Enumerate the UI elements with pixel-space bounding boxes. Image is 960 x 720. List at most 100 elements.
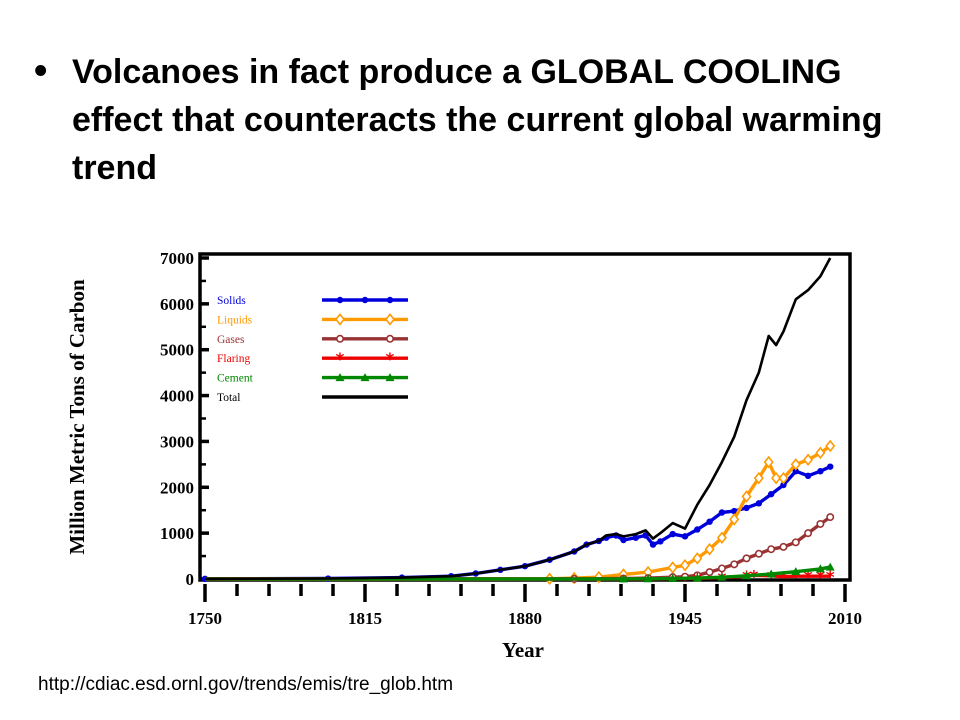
legend-marker xyxy=(334,313,346,326)
data-point: * xyxy=(791,568,800,588)
data-point xyxy=(706,518,713,525)
series-line xyxy=(205,565,831,581)
data-point xyxy=(742,554,751,563)
y-tick-label: 2000 xyxy=(160,478,194,497)
x-tick-label: 1815 xyxy=(348,609,382,628)
data-point xyxy=(755,500,763,507)
legend-marker xyxy=(336,296,344,304)
data-point xyxy=(649,541,657,548)
data-point xyxy=(717,572,727,581)
series-line xyxy=(204,257,832,581)
legend-marker: * xyxy=(386,350,395,370)
data-point xyxy=(667,561,678,574)
x-tick-label: 2010 xyxy=(828,609,862,628)
series-line xyxy=(205,515,832,581)
data-point xyxy=(730,560,739,569)
data-point xyxy=(741,490,752,503)
y-tick-label: 1000 xyxy=(160,524,194,543)
data-point xyxy=(669,530,676,538)
x-axis-label: Year xyxy=(502,638,544,662)
legend-label: Solids xyxy=(217,295,246,307)
legend-marker xyxy=(385,334,394,343)
data-point xyxy=(825,439,836,453)
data-point: * xyxy=(804,568,813,588)
series-cement xyxy=(205,562,835,583)
legend-label: Gases xyxy=(217,334,245,346)
data-point xyxy=(620,536,627,544)
y-axis-label: Million Metric Tons of Carbon xyxy=(65,279,89,555)
legend-marker: * xyxy=(336,350,345,370)
data-point xyxy=(692,552,703,565)
data-point xyxy=(718,509,726,516)
data-point xyxy=(705,568,714,577)
legend-label: Flaring xyxy=(217,353,250,365)
data-point xyxy=(779,542,788,551)
data-point xyxy=(681,533,689,540)
data-point xyxy=(780,481,787,489)
data-point xyxy=(679,558,691,572)
legend-label: Liquids xyxy=(217,314,253,326)
series-layer: ********** xyxy=(201,257,836,590)
series-solids xyxy=(201,463,834,583)
data-point xyxy=(668,574,678,583)
series-gases xyxy=(205,513,835,583)
data-point xyxy=(743,504,750,512)
data-point xyxy=(643,574,653,583)
data-point xyxy=(742,571,752,580)
bullet-dot: • xyxy=(34,50,48,92)
legend-marker xyxy=(386,296,394,304)
data-point xyxy=(815,564,825,573)
legend-marker xyxy=(335,373,345,382)
legend-marker xyxy=(384,313,396,326)
bullet-text: Volcanoes in fact produce a GLOBAL COOLI… xyxy=(72,53,883,187)
data-point xyxy=(778,471,789,485)
data-point xyxy=(804,529,813,538)
data-point xyxy=(731,507,738,515)
data-point xyxy=(657,538,664,545)
data-point xyxy=(816,519,825,528)
emissions-chart: 0 1000 2000 3000 4000 5000 6000 7000 1750 1815 18… xyxy=(60,238,880,668)
data-point xyxy=(766,569,776,578)
data-point xyxy=(704,542,715,556)
legend-marker xyxy=(360,373,370,382)
y-tick-label: 0 xyxy=(186,570,195,589)
legend-marker xyxy=(385,373,395,382)
y-axis: 0 1000 2000 3000 4000 5000 6000 7000 xyxy=(160,249,209,589)
y-tick-label: 6000 xyxy=(160,295,194,314)
data-point xyxy=(694,526,701,533)
data-point xyxy=(826,513,835,522)
data-point xyxy=(815,446,826,460)
data-point xyxy=(825,562,835,571)
data-point xyxy=(827,463,834,470)
data-point xyxy=(817,468,824,475)
series-line xyxy=(205,444,832,581)
x-axis: 1750 1815 1880 1945 2010 xyxy=(188,584,862,628)
data-point xyxy=(792,468,799,475)
y-tick-label: 7000 xyxy=(160,249,194,268)
data-point xyxy=(717,564,726,573)
series-total xyxy=(204,257,832,581)
legend-label: Cement xyxy=(217,373,254,385)
data-point xyxy=(632,534,639,541)
data-point xyxy=(754,549,763,558)
data-point: * xyxy=(767,568,776,588)
data-point xyxy=(729,513,740,526)
legend-marker xyxy=(335,334,344,343)
y-tick-label: 4000 xyxy=(160,387,194,406)
data-point xyxy=(790,458,801,471)
data-point: * xyxy=(749,567,758,587)
x-tick-label: 1750 xyxy=(188,609,222,628)
y-tick-label: 5000 xyxy=(160,341,194,360)
data-point xyxy=(791,538,800,547)
source-url: http://cdiac.esd.ornl.gov/trends/emis/tr… xyxy=(38,674,454,695)
data-point xyxy=(618,574,628,583)
data-point xyxy=(767,545,776,554)
x-tick-label: 1880 xyxy=(508,609,542,628)
y-tick-label: 3000 xyxy=(160,432,194,451)
legend-label: Total xyxy=(217,392,240,404)
data-point xyxy=(692,573,702,582)
data-point xyxy=(771,471,782,485)
plot-frame xyxy=(198,252,852,582)
data-point xyxy=(763,455,774,469)
data-point xyxy=(753,471,764,485)
